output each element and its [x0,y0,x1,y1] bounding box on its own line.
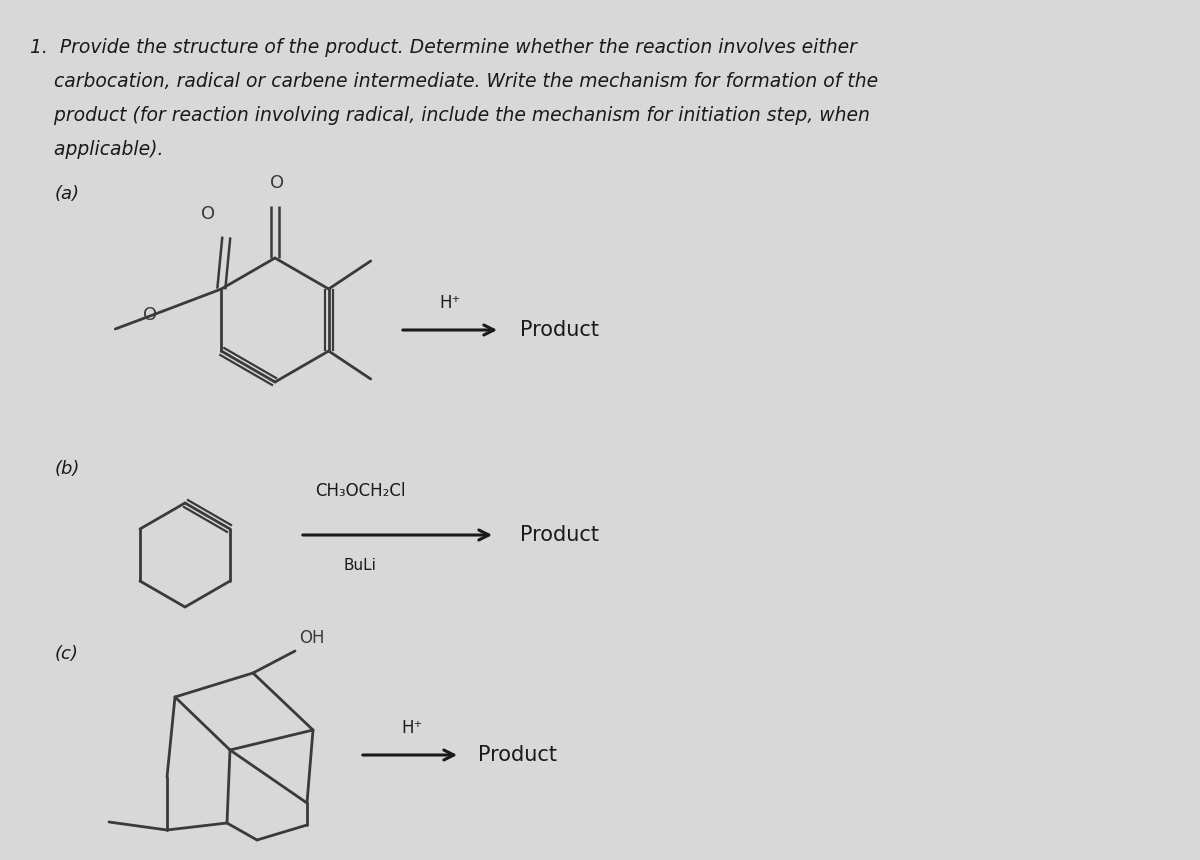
Text: Product: Product [520,525,599,545]
Text: (b): (b) [55,460,80,478]
Text: CH₃OCH₂Cl: CH₃OCH₂Cl [314,482,406,500]
Text: applicable).: applicable). [30,140,163,159]
Text: H⁺: H⁺ [439,294,461,312]
Text: BuLi: BuLi [343,558,377,573]
Text: Product: Product [520,320,599,340]
Text: product (for reaction involving radical, include the mechanism for initiation st: product (for reaction involving radical,… [30,106,870,125]
Text: 1.  Provide the structure of the product. Determine whether the reaction involve: 1. Provide the structure of the product.… [30,38,857,57]
Text: (c): (c) [55,645,79,663]
Text: O: O [270,174,284,192]
Text: O: O [143,306,157,324]
Text: (a): (a) [55,185,80,203]
Text: OH: OH [299,629,324,647]
Text: O: O [202,205,215,223]
Text: H⁺: H⁺ [401,719,422,737]
Text: Product: Product [478,745,557,765]
Text: carbocation, radical or carbene intermediate. Write the mechanism for formation : carbocation, radical or carbene intermed… [30,72,878,91]
